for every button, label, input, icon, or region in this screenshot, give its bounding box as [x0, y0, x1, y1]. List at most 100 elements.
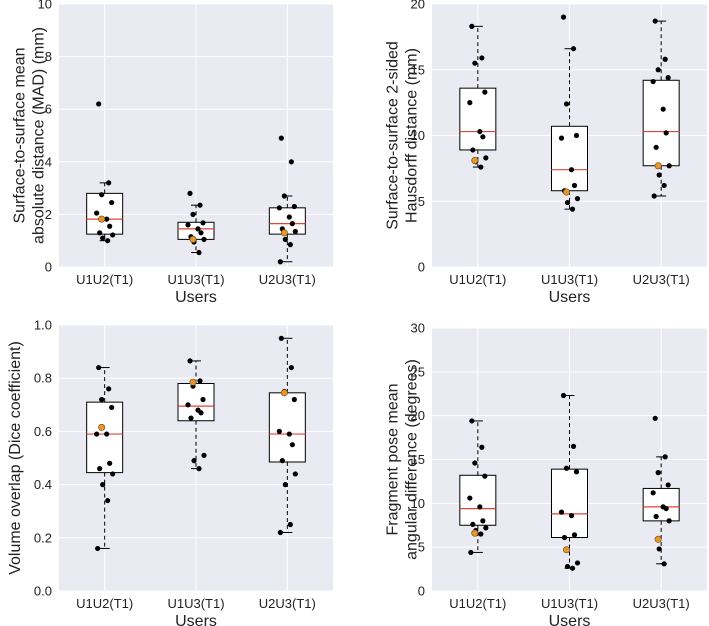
data-point	[563, 101, 570, 107]
data-point	[197, 378, 203, 384]
data-point	[196, 466, 202, 472]
data-point	[478, 164, 484, 170]
box-group-u2u3t1	[642, 415, 680, 567]
y-tick-label: 5	[418, 540, 425, 555]
x-axis-label: Users	[175, 289, 217, 306]
iqr-box	[642, 487, 680, 522]
y-tick-label: 6	[45, 102, 52, 117]
x-tick-label: U2U3(T1)	[633, 272, 690, 287]
x-tick-label: U1U2(T1)	[449, 596, 506, 611]
y-tick-label: 0.6	[34, 424, 52, 439]
data-point	[109, 404, 115, 411]
y-tick-label: 25	[411, 364, 425, 379]
data-point	[479, 444, 485, 450]
data-point	[197, 202, 203, 208]
data-point	[201, 236, 207, 242]
y-axis-label-line: Surface-to-surface 2-sided	[385, 41, 402, 230]
iqr-box	[459, 474, 497, 526]
y-axis-label: Fragment pose mean angular difference (de…	[385, 359, 421, 560]
data-point	[655, 67, 661, 73]
data-point	[560, 14, 567, 20]
y-tick-label: 10	[411, 496, 425, 511]
data-point	[569, 565, 576, 571]
highlighted-data-point	[654, 535, 662, 543]
data-point	[568, 167, 575, 173]
data-point	[282, 236, 288, 242]
iqr-box	[177, 383, 215, 422]
data-point	[278, 135, 284, 141]
data-point	[187, 190, 193, 196]
box-group-u1u2t1	[459, 23, 497, 170]
data-point	[662, 56, 668, 62]
y-tick-label: 8	[45, 49, 52, 64]
y-tick-label: 1.0	[34, 318, 52, 333]
data-point	[483, 525, 489, 531]
data-point	[573, 469, 580, 475]
y-tick-label: 10	[38, 0, 52, 12]
y-tick-label: 0	[418, 584, 425, 599]
data-point	[291, 396, 297, 403]
data-point	[100, 235, 106, 241]
x-axis-label: Users	[175, 613, 217, 626]
data-point	[660, 106, 666, 112]
x-tick-label: U2U3(T1)	[259, 272, 316, 287]
panel-hausdorff: 0 5 10 15 20 U1U2(T1) U1U3(T1) U2U3(T1) Users Sur…	[385, 0, 707, 306]
y-tick-label: 0	[45, 260, 52, 275]
data-point	[480, 518, 486, 524]
data-point	[94, 431, 100, 437]
data-point	[276, 428, 282, 434]
data-point	[573, 132, 580, 139]
data-point	[661, 182, 667, 189]
data-point	[106, 386, 112, 392]
data-point	[574, 196, 581, 202]
x-tick-label: U1U2(T1)	[76, 596, 133, 611]
data-point	[99, 192, 105, 198]
data-point	[292, 228, 298, 235]
iqr-box	[551, 468, 588, 539]
data-point	[288, 159, 294, 165]
data-point	[191, 458, 197, 464]
iqr-box	[551, 125, 588, 192]
x-tick-label: U1U2(T1)	[76, 272, 133, 287]
data-point	[187, 358, 193, 364]
data-point	[94, 210, 100, 216]
highlighted-data-point	[654, 162, 662, 170]
panel-mad: 0 2 4 6 8 10 U1U2(T1) U1U3(T1) U2U3(T1) Users Surf…	[12, 0, 333, 306]
data-point	[666, 518, 672, 524]
iqr-box	[459, 87, 497, 151]
y-tick-label: 2	[45, 207, 52, 222]
x-tick-label: U2U3(T1)	[633, 596, 690, 611]
y-tick-label: 0.4	[34, 477, 52, 492]
highlighted-data-point	[98, 215, 106, 223]
data-point	[277, 259, 283, 265]
data-point	[99, 396, 105, 403]
iqr-box	[86, 401, 124, 474]
data-point	[185, 222, 191, 228]
iqr-box	[268, 392, 306, 463]
data-point	[109, 199, 115, 206]
data-point	[470, 147, 476, 153]
data-point	[468, 549, 474, 556]
data-point	[663, 505, 669, 512]
data-point	[104, 216, 110, 222]
data-point	[287, 242, 293, 248]
data-point	[195, 226, 201, 232]
data-point	[201, 452, 207, 458]
data-point	[472, 460, 478, 466]
data-point	[469, 418, 475, 424]
data-point	[482, 89, 488, 95]
data-point	[289, 221, 295, 227]
data-point	[570, 46, 577, 52]
panel-angular-difference: 0 5 10 15 20 25 30 U1U2(T1) U1U3(T1) U2U3(T1) User…	[385, 321, 707, 626]
y-axis-label-line: angular difference (degrees)	[404, 359, 421, 560]
data-point	[100, 482, 106, 488]
data-point	[563, 465, 570, 471]
data-point	[110, 232, 116, 238]
box-group-u1u3t1	[551, 14, 588, 212]
data-point	[656, 546, 662, 552]
data-point	[190, 211, 196, 217]
highlighted-data-point	[280, 229, 288, 237]
data-point	[281, 193, 287, 199]
data-point	[106, 180, 112, 186]
x-tick-label: U1U3(T1)	[167, 596, 224, 611]
